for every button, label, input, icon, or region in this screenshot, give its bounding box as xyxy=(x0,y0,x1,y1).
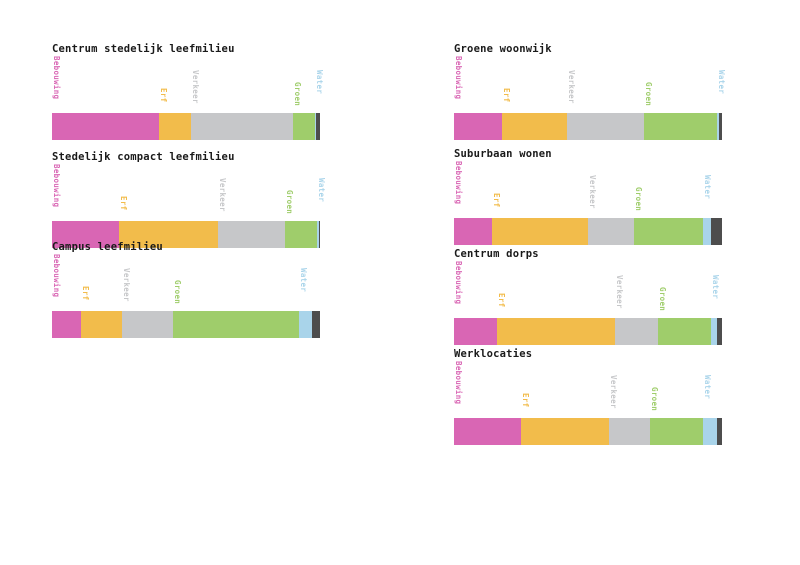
category-label-bebouwing-werklocaties: Bebouwing xyxy=(454,361,463,405)
bar-segment-erf-centrum-dorps xyxy=(496,318,615,345)
category-label-bebouwing-stedelijk-compact-leefmilieu: Bebouwing xyxy=(52,164,61,208)
category-label-bebouwing-suburbaan-wonen: Bebouwing xyxy=(454,161,463,205)
category-label-groen-centrum-stedelijk-leefmilieu: Groen xyxy=(293,82,303,107)
chart-title-centrum-stedelijk-leefmilieu: Centrum stedelijk leefmilieu xyxy=(52,43,235,55)
chart-title-werklocaties: Werklocaties xyxy=(454,348,533,360)
category-label-water-stedelijk-compact-leefmilieu: Water xyxy=(317,178,327,203)
bar-segment-overig-centrum-dorps xyxy=(716,318,722,345)
chart-title-suburbaan-wonen: Suburbaan wonen xyxy=(454,148,552,160)
category-label-water-campus-leefmilieu: Water xyxy=(298,268,308,293)
bar-segment-groen-groene-woonwijk xyxy=(644,113,717,140)
bar-segment-water-groene-woonwijk xyxy=(716,113,720,140)
category-label-groen-centrum-dorps: Groen xyxy=(657,287,667,312)
chart-title-groene-woonwijk: Groene woonwijk xyxy=(454,43,552,55)
category-label-erf-centrum-dorps: Erf xyxy=(496,293,506,308)
category-label-water-centrum-stedelijk-leefmilieu: Water xyxy=(314,70,324,95)
bar-segment-overig-campus-leefmilieu xyxy=(311,311,320,338)
category-label-groen-campus-leefmilieu: Groen xyxy=(172,280,182,305)
category-label-water-werklocaties: Water xyxy=(703,375,713,400)
bar-segment-groen-centrum-dorps xyxy=(657,318,712,345)
bar-segment-overig-suburbaan-wonen xyxy=(711,218,722,245)
category-label-verkeer-centrum-dorps: Verkeer xyxy=(614,275,624,309)
bar-segment-verkeer-werklocaties xyxy=(609,418,650,445)
category-label-groen-suburbaan-wonen: Groen xyxy=(633,187,643,212)
category-label-erf-suburbaan-wonen: Erf xyxy=(491,193,501,208)
bar-segment-verkeer-suburbaan-wonen xyxy=(588,218,634,245)
bar-segment-overig-centrum-stedelijk-leefmilieu xyxy=(315,113,320,140)
bar-segment-overig-stedelijk-compact-leefmilieu xyxy=(318,221,320,248)
category-label-groen-groene-woonwijk: Groen xyxy=(644,82,654,107)
bar-segment-water-stedelijk-compact-leefmilieu xyxy=(317,221,319,248)
bar-segment-erf-groene-woonwijk xyxy=(502,113,567,140)
category-label-bebouwing-groene-woonwijk: Bebouwing xyxy=(454,56,463,100)
bar-segment-groen-werklocaties xyxy=(649,418,704,445)
category-label-verkeer-centrum-stedelijk-leefmilieu: Verkeer xyxy=(191,70,201,104)
category-label-bebouwing-centrum-dorps: Bebouwing xyxy=(454,261,463,305)
bar-segment-erf-suburbaan-wonen xyxy=(491,218,588,245)
bar-segment-bebouwing-werklocaties xyxy=(454,418,521,445)
bar-segment-overig-groene-woonwijk xyxy=(719,113,722,140)
bar-segment-bebouwing-centrum-dorps xyxy=(454,318,497,345)
category-label-erf-stedelijk-compact-leefmilieu: Erf xyxy=(119,196,128,211)
bar-segment-water-werklocaties xyxy=(703,418,717,445)
chart-title-campus-leefmilieu: Campus leefmilieu xyxy=(52,241,163,253)
bar-segment-bebouwing-stedelijk-compact-leefmilieu xyxy=(52,221,119,248)
bar-segment-groen-stedelijk-compact-leefmilieu xyxy=(285,221,318,248)
category-label-erf-campus-leefmilieu: Erf xyxy=(81,286,91,301)
bar-segment-erf-campus-leefmilieu xyxy=(81,311,122,338)
category-label-erf-groene-woonwijk: Erf xyxy=(502,88,512,103)
category-label-groen-stedelijk-compact-leefmilieu: Groen xyxy=(285,190,295,215)
bar-segment-overig-werklocaties xyxy=(716,418,722,445)
bar-segment-water-campus-leefmilieu xyxy=(298,311,312,338)
category-label-bebouwing-campus-leefmilieu: Bebouwing xyxy=(52,254,61,298)
bar-segment-bebouwing-groene-woonwijk xyxy=(454,113,503,140)
bar-segment-verkeer-stedelijk-compact-leefmilieu xyxy=(218,221,286,248)
bar-segment-water-suburbaan-wonen xyxy=(703,218,712,245)
chart-title-stedelijk-compact-leefmilieu: Stedelijk compact leefmilieu xyxy=(52,151,235,163)
bar-segment-verkeer-groene-woonwijk xyxy=(566,113,645,140)
category-label-verkeer-campus-leefmilieu: Verkeer xyxy=(121,268,131,302)
chart-title-centrum-dorps: Centrum dorps xyxy=(454,248,539,260)
bar-segment-water-centrum-stedelijk-leefmilieu xyxy=(314,113,316,140)
bar-segment-verkeer-centrum-dorps xyxy=(614,318,658,345)
bar-segment-bebouwing-campus-leefmilieu xyxy=(52,311,82,338)
bar-segment-verkeer-campus-leefmilieu xyxy=(121,311,173,338)
bar-segment-groen-campus-leefmilieu xyxy=(172,311,299,338)
bar-segment-erf-stedelijk-compact-leefmilieu xyxy=(119,221,219,248)
bar-segment-erf-werklocaties xyxy=(521,418,610,445)
category-label-verkeer-suburbaan-wonen: Verkeer xyxy=(588,175,597,209)
category-label-water-groene-woonwijk: Water xyxy=(716,70,726,95)
category-label-groen-werklocaties: Groen xyxy=(649,387,659,412)
category-label-bebouwing-centrum-stedelijk-leefmilieu: Bebouwing xyxy=(52,56,61,100)
bar-segment-erf-centrum-stedelijk-leefmilieu xyxy=(159,113,192,140)
bar-segment-verkeer-centrum-stedelijk-leefmilieu xyxy=(191,113,294,140)
bar-segment-groen-centrum-stedelijk-leefmilieu xyxy=(293,113,315,140)
bar-segment-bebouwing-suburbaan-wonen xyxy=(454,218,492,245)
bar-segment-groen-suburbaan-wonen xyxy=(633,218,704,245)
category-label-erf-centrum-stedelijk-leefmilieu: Erf xyxy=(159,88,169,103)
category-label-erf-werklocaties: Erf xyxy=(521,393,530,408)
category-label-verkeer-stedelijk-compact-leefmilieu: Verkeer xyxy=(218,178,228,212)
category-label-verkeer-groene-woonwijk: Verkeer xyxy=(566,70,576,104)
bar-segment-water-centrum-dorps xyxy=(711,318,717,345)
category-label-verkeer-werklocaties: Verkeer xyxy=(609,375,619,409)
category-label-water-centrum-dorps: Water xyxy=(711,275,721,300)
category-label-water-suburbaan-wonen: Water xyxy=(703,175,713,200)
bar-segment-bebouwing-centrum-stedelijk-leefmilieu xyxy=(52,113,160,140)
